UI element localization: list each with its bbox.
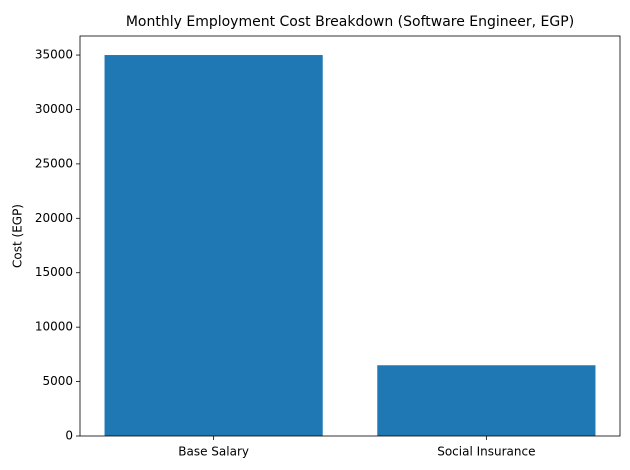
y-tick-label: 0 xyxy=(65,429,73,443)
x-tick-label: Base Salary xyxy=(178,445,249,459)
chart-title: Monthly Employment Cost Breakdown (Softw… xyxy=(126,14,574,30)
bar xyxy=(104,55,323,437)
x-tick-label: Social Insurance xyxy=(437,445,535,459)
y-tick-label: 10000 xyxy=(35,320,73,334)
y-tick-label: 5000 xyxy=(42,374,73,388)
y-tick-label: 15000 xyxy=(35,265,73,279)
y-tick-label: 30000 xyxy=(35,102,73,116)
plot-frame xyxy=(79,35,621,437)
y-tick-label: 35000 xyxy=(35,48,73,62)
y-tick-label: 20000 xyxy=(35,211,73,225)
y-axis-label: Cost (EGP) xyxy=(11,204,25,268)
bar xyxy=(377,365,596,436)
y-tick-label: 25000 xyxy=(35,156,73,170)
